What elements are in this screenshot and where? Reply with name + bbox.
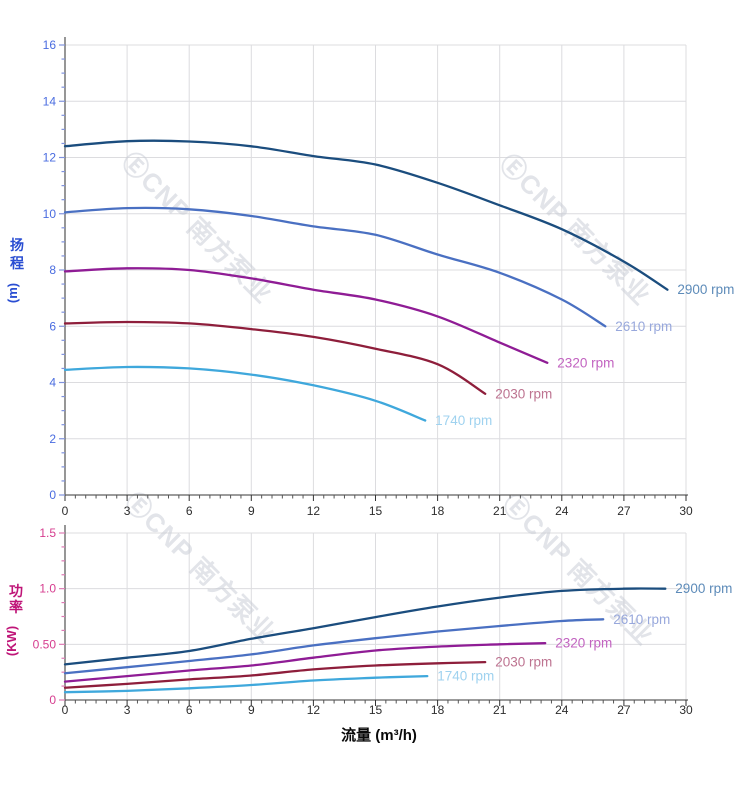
axes-power-curves: 0 3 6 9 12 15 18 21 24 27 30 0 0.50 1.0 1.5: [33, 525, 693, 717]
curve-2320-rpm: [63, 267, 549, 364]
x-tick-label: 18: [431, 504, 445, 518]
y-tick-label: 1.0: [39, 582, 56, 596]
cnp-watermark: ⒺCNP 南方泵业: [116, 146, 279, 309]
y-tick-label: 0: [49, 693, 56, 707]
x-tick-label: 6: [186, 504, 193, 518]
x-tick-label: 3: [124, 504, 131, 518]
y-tick-label: 12: [43, 151, 57, 165]
curve-1740-rpm: [63, 674, 429, 694]
curve-2610-rpm: [63, 206, 607, 328]
x-tick-label: 30: [679, 703, 693, 717]
y-tick-label: 2: [49, 432, 56, 446]
x-tick-label: 3: [124, 703, 131, 717]
curve-label-2610-rpm: 2610 rpm: [613, 612, 670, 627]
curve-label-1740-rpm: 1740 rpm: [437, 669, 494, 684]
curve-label-2030-rpm: 2030 rpm: [495, 655, 552, 670]
x-tick-label: 24: [555, 703, 569, 717]
gridlines-head-curves: [65, 44, 687, 495]
y-axis-unit: (m): [5, 283, 20, 303]
y-tick-label: 14: [43, 94, 57, 108]
x-tick-label: 0: [62, 703, 69, 717]
x-tick-label: 24: [555, 504, 569, 518]
x-axis-title: 流量 (m³/h): [341, 726, 417, 744]
y-tick-label: 0.50: [33, 637, 57, 651]
curve-label-1740-rpm: 1740 rpm: [435, 413, 492, 428]
curve-label-2900-rpm: 2900 rpm: [677, 282, 734, 297]
curve-label-2030-rpm: 2030 rpm: [495, 386, 552, 401]
y-axis-title-char: 程: [10, 255, 24, 271]
curve-label-2610-rpm: 2610 rpm: [615, 319, 672, 334]
curve-2900-rpm: [63, 139, 669, 291]
y-tick-label: 4: [49, 376, 56, 390]
curve-2610-rpm: [63, 618, 605, 675]
curve-label-2320-rpm: 2320 rpm: [555, 636, 612, 651]
x-tick-label: 9: [248, 504, 255, 518]
curve-1740-rpm: [63, 365, 427, 422]
x-tick-label: 6: [186, 703, 193, 717]
y-tick-label: 1.5: [39, 526, 56, 540]
gridlines-power-curves: [65, 532, 687, 700]
x-tick-label: 30: [679, 504, 693, 518]
curve-label-2320-rpm: 2320 rpm: [557, 355, 614, 370]
y-axis-title-char: 率: [9, 599, 23, 615]
cnp-watermark: ⒺCNP 南方泵业: [494, 148, 657, 311]
x-tick-label: 12: [307, 703, 321, 717]
curve-2320-rpm: [63, 642, 547, 683]
x-tick-label: 27: [617, 703, 631, 717]
x-tick-label: 12: [307, 504, 321, 518]
y-tick-label: 0: [49, 488, 56, 502]
x-tick-label: 21: [493, 703, 507, 717]
y-tick-label: 6: [49, 319, 56, 333]
x-tick-label: 15: [369, 703, 383, 717]
y-axis-title-power-curves: 功率 (KW): [4, 583, 23, 656]
x-tick-label: 18: [431, 703, 445, 717]
x-tick-label: 0: [62, 504, 69, 518]
curve-2030-rpm: [63, 660, 487, 689]
curve-2900-rpm: [63, 587, 667, 666]
cnp-watermark: ⒺCNP 南方泵业: [119, 486, 282, 649]
curve-2030-rpm: [63, 320, 487, 395]
x-tick-label: 27: [617, 504, 631, 518]
y-tick-label: 10: [43, 207, 57, 221]
x-tick-label: 15: [369, 504, 383, 518]
x-tick-label: 21: [493, 504, 507, 518]
y-axis-title-char: 扬: [10, 237, 24, 253]
y-tick-label: 8: [49, 263, 56, 277]
curve-label-2900-rpm: 2900 rpm: [675, 581, 732, 596]
y-axis-title-char: 功: [9, 583, 23, 599]
x-tick-label: 9: [248, 703, 255, 717]
y-axis-title-head-curves: 扬程 (m): [5, 237, 24, 303]
y-axis-unit: (KW): [4, 626, 19, 656]
y-tick-label: 16: [43, 38, 57, 52]
